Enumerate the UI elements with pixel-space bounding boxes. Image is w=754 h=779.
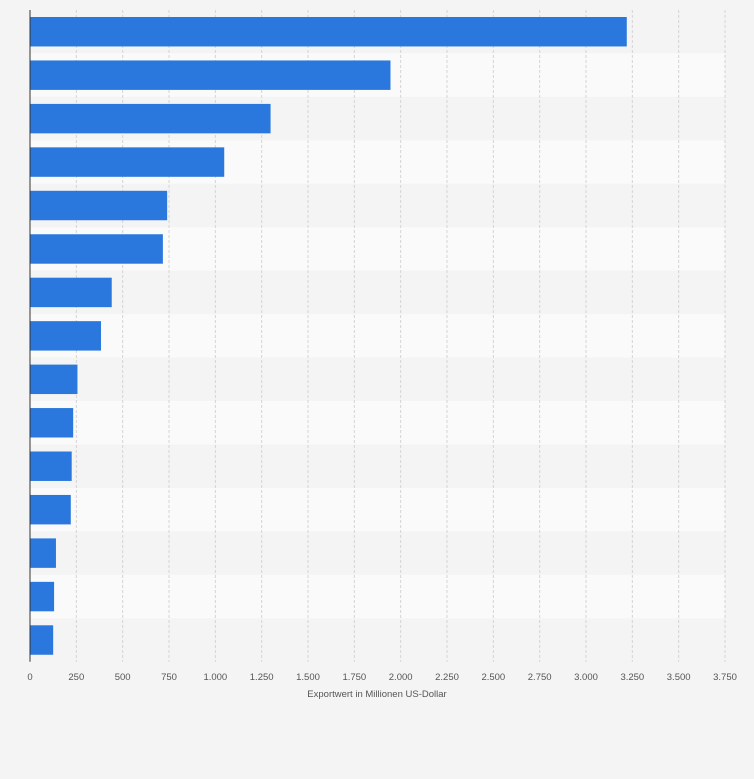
x-tick-label: 500 [115, 672, 131, 683]
x-tick-label: 1.250 [250, 672, 274, 683]
bar [30, 190, 168, 221]
row-band [30, 444, 725, 488]
x-tick-label: 3.500 [667, 672, 691, 683]
x-axis-title: Exportwert in Millionen US-Dollar [307, 689, 446, 700]
x-tick-label: 0 [27, 672, 32, 683]
bar [30, 364, 78, 395]
row-band [30, 401, 725, 445]
row-band [30, 531, 725, 575]
x-tick-label: 3.750 [713, 672, 737, 683]
x-tick-label: 750 [161, 672, 177, 683]
x-tick-label: 3.000 [574, 672, 598, 683]
bar [30, 494, 71, 525]
bar [30, 234, 163, 264]
x-tick-label: 1.500 [296, 672, 320, 683]
x-tick-label: 250 [68, 672, 84, 683]
x-tick-label: 2.500 [481, 672, 505, 683]
bar [30, 408, 74, 438]
row-band [30, 487, 725, 532]
x-tick-label: 2.750 [528, 672, 552, 683]
row-band [30, 270, 725, 315]
bar [30, 277, 112, 308]
bar [30, 17, 627, 47]
row-band [30, 574, 725, 619]
bar-series [30, 17, 627, 655]
bar [30, 625, 54, 655]
x-tick-label: 1.750 [342, 672, 366, 683]
x-tick-label: 1.000 [203, 672, 227, 683]
bar [30, 581, 55, 612]
row-band [30, 314, 725, 358]
bar [30, 451, 72, 481]
x-tick-label: 2.000 [389, 672, 413, 683]
bar [30, 60, 391, 90]
x-tick-labels: 0 250 500 750 1.000 1.250 1.500 1.750 2.000 2.250… [27, 672, 737, 683]
row-band [30, 357, 725, 402]
x-tick-label: 2.250 [435, 672, 459, 683]
bar [30, 321, 101, 351]
row-band [30, 618, 725, 662]
bar [30, 103, 271, 134]
x-tick-label: 3.250 [620, 672, 644, 683]
bar [30, 538, 56, 568]
bar [30, 147, 225, 177]
